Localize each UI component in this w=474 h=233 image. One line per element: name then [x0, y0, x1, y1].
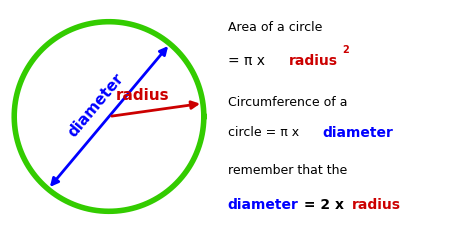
Text: radius: radius — [115, 88, 169, 103]
Text: diameter: diameter — [228, 198, 299, 212]
Text: radius: radius — [289, 54, 338, 68]
Text: Area of a circle: Area of a circle — [228, 21, 322, 34]
Text: = 2 x: = 2 x — [299, 198, 348, 212]
Text: circle = π x: circle = π x — [228, 126, 303, 139]
Text: remember that the: remember that the — [228, 164, 347, 177]
Text: radius: radius — [351, 198, 401, 212]
Text: 2: 2 — [342, 45, 349, 55]
Text: Circumference of a: Circumference of a — [228, 96, 347, 109]
Text: diameter: diameter — [322, 126, 393, 140]
Text: diameter: diameter — [65, 71, 127, 140]
Text: = π x: = π x — [228, 54, 269, 68]
